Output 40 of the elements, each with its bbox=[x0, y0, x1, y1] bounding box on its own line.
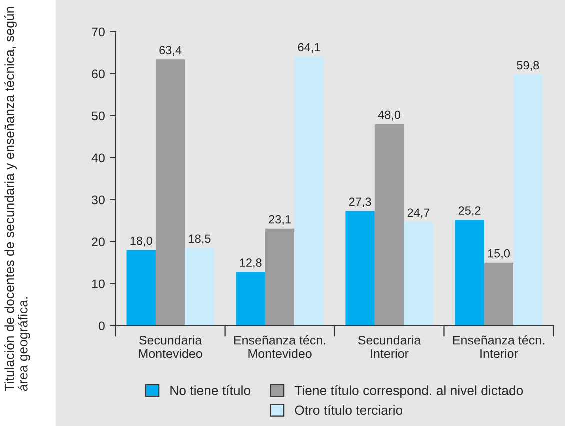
legend-label: Tiene título correspond. al nivel dictado bbox=[294, 386, 524, 398]
y-tick-label: 70 bbox=[92, 28, 105, 37]
text: Titulación de docentes de secundaria y enseñanza técnica, según área geográfica. bbox=[4, 7, 30, 392]
bar bbox=[294, 56, 324, 326]
bar bbox=[484, 262, 514, 326]
data-label: 23,1 bbox=[269, 215, 291, 226]
data-label: 25,2 bbox=[458, 206, 481, 216]
data-label: 64,1 bbox=[298, 43, 320, 54]
data-label: 12,8 bbox=[240, 258, 262, 268]
legend-label: Otro título terciario bbox=[295, 405, 403, 416]
bar bbox=[156, 60, 186, 326]
x-tick-label: Secundaria Interior bbox=[358, 336, 422, 358]
bar bbox=[514, 74, 543, 326]
x-tick-label: Secundaria Montevideo bbox=[139, 336, 202, 358]
x-tick-label: Enseñanza técn. Montevideo bbox=[234, 335, 326, 358]
bar bbox=[265, 228, 295, 326]
y-tick-label: 30 bbox=[92, 196, 105, 205]
data-label: 18,5 bbox=[189, 234, 211, 244]
data-label: 63,4 bbox=[160, 46, 182, 56]
bar bbox=[374, 124, 404, 326]
bar bbox=[346, 211, 375, 326]
data-label: 48,0 bbox=[378, 110, 401, 121]
y-tick-label: 60 bbox=[92, 70, 105, 79]
bar bbox=[185, 248, 214, 326]
y-tick-label: 10 bbox=[92, 280, 105, 289]
bar bbox=[126, 250, 156, 326]
x-tick-label: Enseñanza técn. Interior bbox=[453, 335, 544, 358]
legend-label: No tiene título bbox=[170, 386, 250, 396]
y-tick-label: 0 bbox=[98, 322, 105, 331]
data-label: 15,0 bbox=[488, 249, 510, 260]
y-tick-label: 20 bbox=[92, 238, 105, 247]
y-tick-label: 50 bbox=[92, 112, 105, 121]
bar bbox=[455, 220, 484, 326]
data-label: 27,3 bbox=[349, 198, 372, 208]
y-tick-label: 40 bbox=[92, 154, 105, 163]
data-label: 18,0 bbox=[130, 236, 152, 247]
bar bbox=[236, 272, 266, 326]
data-label: 24,7 bbox=[408, 208, 430, 218]
data-label: 59,8 bbox=[517, 61, 540, 72]
bar bbox=[404, 222, 434, 326]
